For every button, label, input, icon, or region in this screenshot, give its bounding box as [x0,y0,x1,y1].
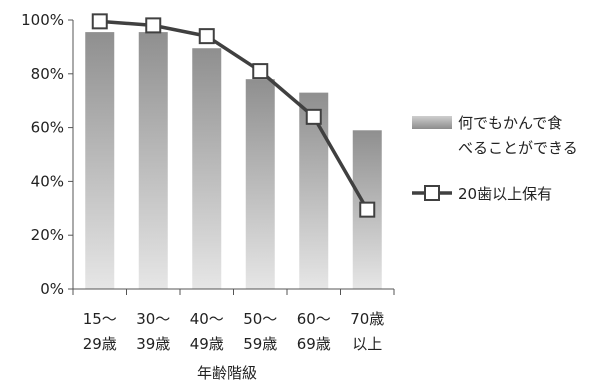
y-tick-label: 60% [31,119,64,137]
x-category-label: 69歳 [297,335,331,353]
bar [138,32,168,289]
x-axis-title: 年齢階級 [197,364,257,382]
x-category-label: 29歳 [83,335,117,353]
bar [85,32,115,289]
legend-bar-label-line2: べることができる [458,139,578,157]
x-category-label: 30〜 [136,310,170,328]
x-category-label: 40〜 [190,310,224,328]
y-tick-label: 0% [40,280,64,298]
x-category-label: 49歳 [190,335,224,353]
x-category-label: 59歳 [243,335,277,353]
x-category-label: 60〜 [297,310,331,328]
y-tick-label: 40% [31,172,64,190]
line-marker [198,28,215,45]
bar [192,48,222,290]
line-marker [91,13,108,30]
line-marker [252,63,269,80]
legend: 何でもかんで食 べることができる 20歯以上保有 [412,114,578,203]
y-tick-label: 20% [31,226,64,244]
line-marker [305,108,322,125]
series-line [99,19,369,211]
bar-series [85,32,382,290]
legend-line-marker [424,185,440,201]
x-category-label: 以上 [352,335,382,353]
x-category-label: 50〜 [243,310,277,328]
legend-line-label: 20歯以上保有 [458,185,552,203]
x-category-label: 39歳 [136,335,170,353]
y-tick-label: 80% [31,65,64,83]
bar [299,92,329,289]
line-series [91,13,376,218]
x-axis [72,288,395,295]
bar [245,79,275,290]
line-marker [145,17,162,34]
legend-bar-swatch [412,116,452,129]
x-category-label: 15〜 [83,310,117,328]
legend-bar-label-line1: 何でもかんで食 [458,114,562,132]
x-category-label: 70歳 [350,310,384,328]
y-tick-label: 100% [21,11,64,29]
line-marker [359,201,376,218]
y-axis: 0% 20% 40% 60% 80% 100% [21,11,74,298]
